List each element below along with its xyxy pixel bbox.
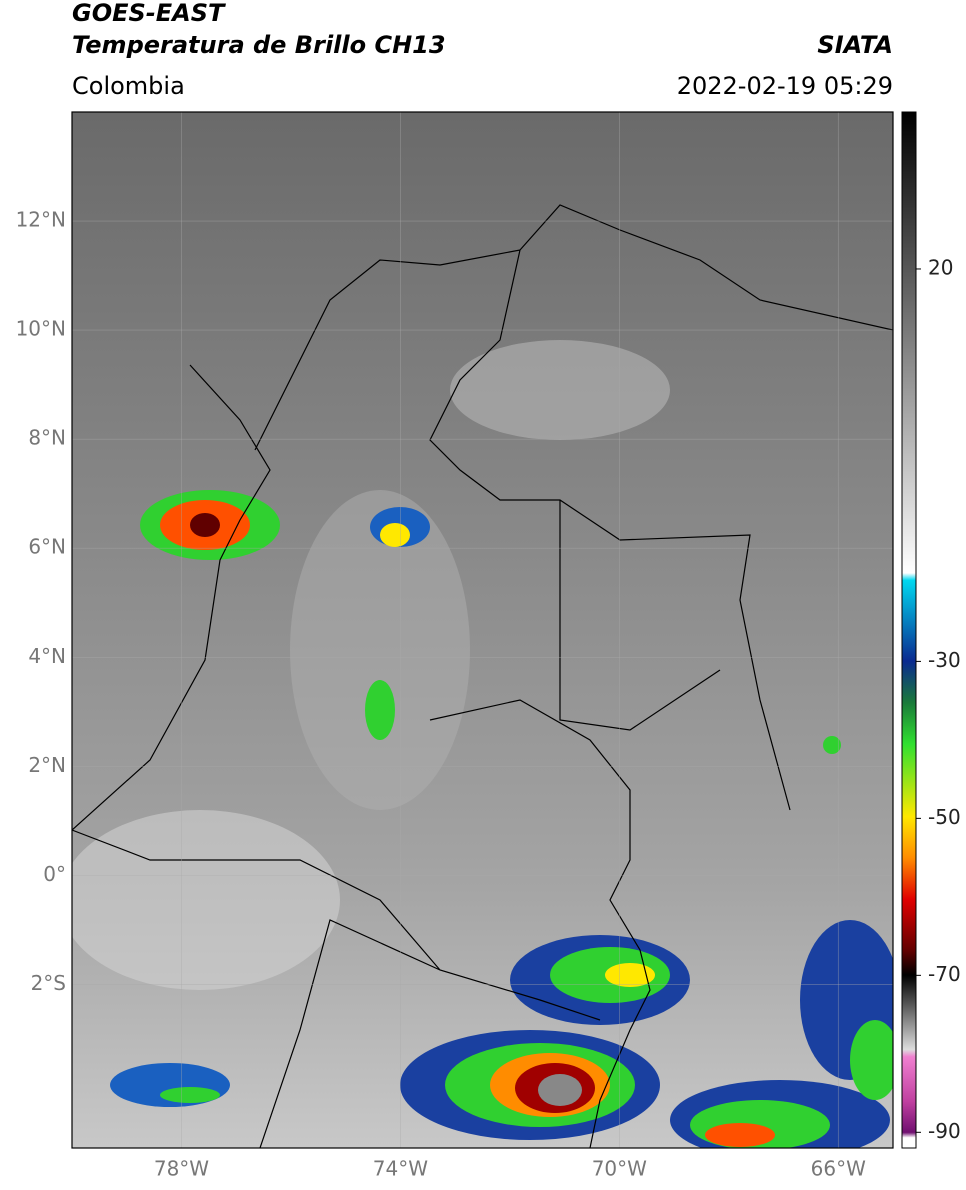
x-tick-label: 78°W [154, 1157, 209, 1181]
region: Colombia [72, 72, 185, 100]
y-tick-label: 12°N [16, 208, 66, 232]
x-tick-label: 74°W [373, 1157, 428, 1181]
colorbar [901, 111, 917, 1149]
colorbar-tick-label: -50 [928, 805, 961, 829]
y-tick-label: 0° [43, 862, 66, 886]
x-tick-label: 70°W [592, 1157, 647, 1181]
grid [72, 112, 893, 1148]
colorbar-tick-label: -30 [928, 648, 961, 672]
colorbar-tick-label: 20 [928, 255, 953, 279]
agency: SIATA [817, 31, 893, 59]
y-tick-label: 2°N [28, 753, 66, 777]
y-tick-label: 8°N [28, 426, 66, 450]
colorbar-tick-label: -70 [928, 962, 961, 986]
map-frame [71, 111, 894, 1149]
y-tick-label: 2°S [31, 971, 66, 995]
x-tick-label: 66°W [811, 1157, 866, 1181]
y-tick-label: 10°N [16, 317, 66, 341]
y-tick-label: 4°N [28, 644, 66, 668]
colorbar-tick-label: -90 [928, 1119, 961, 1143]
satellite-image [72, 112, 893, 1148]
datetime: 2022-02-19 05:29 [677, 72, 893, 100]
product: Temperatura de Brillo CH13 [72, 31, 446, 59]
y-tick-label: 6°N [28, 535, 66, 559]
satellite: GOES-EAST [72, 0, 226, 27]
